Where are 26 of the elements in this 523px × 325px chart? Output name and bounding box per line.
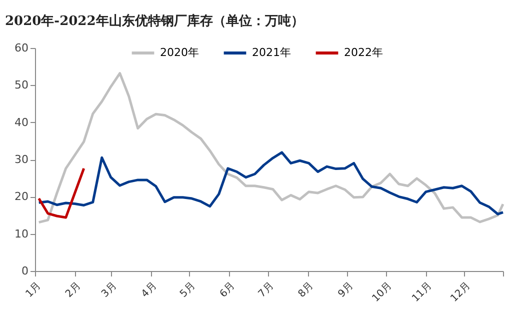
y-tick-label: 50 [14, 78, 28, 92]
legend-label: 2021年 [252, 46, 291, 59]
x-tick-label: 6月 [218, 280, 238, 300]
y-tick-label: 30 [14, 153, 28, 166]
x-tick-label: 4月 [140, 280, 159, 300]
x-tick-label: 3月 [100, 280, 120, 300]
x-tick-label: 5月 [178, 280, 198, 300]
x-tick-label: 11月 [410, 280, 434, 304]
y-tick-label: 0 [22, 264, 28, 278]
legend-label: 2020年 [160, 46, 199, 59]
legend-label: 2022年 [344, 46, 383, 59]
x-tick-label: 2月 [64, 280, 84, 300]
line-series [38, 151, 504, 216]
y-tick-label: 20 [14, 190, 28, 204]
y-tick-label: 10 [14, 227, 28, 240]
line-series [38, 167, 86, 219]
y-tick-label: 60 [14, 42, 28, 54]
chart-title: 2020年-2022年山东优特钢厂库存（单位：万吨） [5, 13, 304, 29]
line-series [38, 72, 504, 224]
x-tick-label: 10月 [370, 280, 394, 304]
x-tick-label: 9月 [336, 280, 356, 300]
y-tick-label: 40 [14, 116, 28, 129]
x-tick-label: 1月 [24, 280, 44, 300]
x-tick-label: 12月 [448, 280, 473, 304]
x-tick-label: 7月 [256, 280, 276, 300]
x-tick-label: 8月 [296, 280, 316, 300]
